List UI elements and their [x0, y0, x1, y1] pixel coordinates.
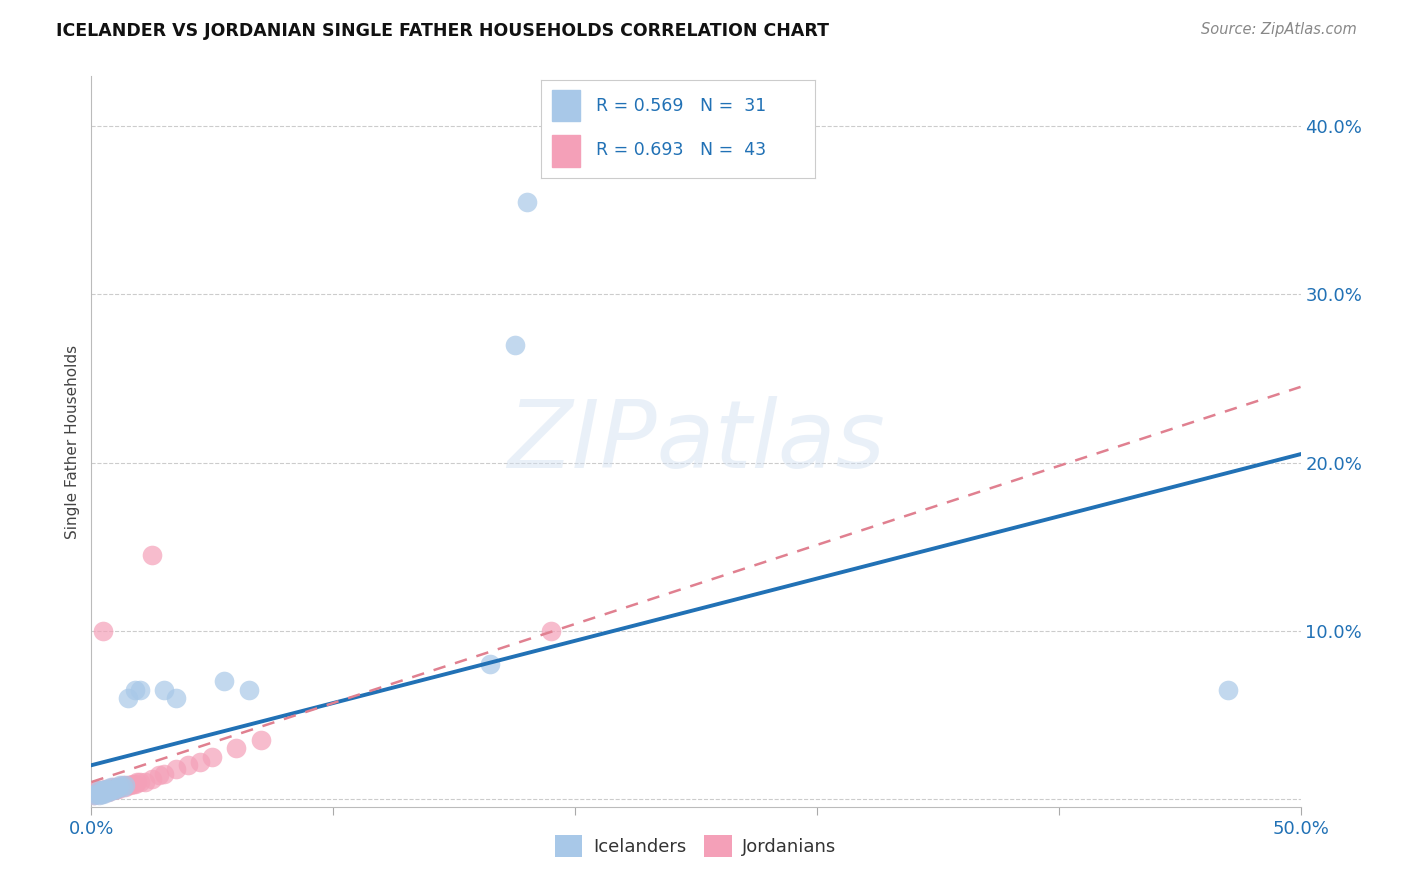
Point — [141, 772, 163, 786]
Point — [94, 785, 117, 799]
Point — [100, 781, 122, 796]
Point — [165, 690, 187, 705]
Point — [128, 682, 150, 697]
Point — [94, 785, 117, 799]
Text: ZIPatlas: ZIPatlas — [508, 396, 884, 487]
Point — [104, 780, 127, 794]
Text: R = 0.569   N =  31: R = 0.569 N = 31 — [596, 97, 766, 115]
Point — [83, 789, 105, 803]
Point — [117, 778, 139, 792]
Point — [93, 787, 115, 801]
Point — [110, 778, 132, 792]
Point — [114, 780, 136, 794]
Bar — [553, 90, 579, 121]
Point — [90, 783, 112, 797]
Point — [87, 789, 110, 803]
Point — [134, 775, 156, 789]
Point — [165, 762, 187, 776]
Point — [97, 785, 120, 799]
Point — [238, 682, 260, 697]
Point — [93, 783, 115, 797]
Point — [107, 781, 129, 796]
Point — [225, 741, 247, 756]
Point — [100, 783, 122, 797]
Point — [90, 787, 112, 801]
Point — [104, 781, 127, 796]
Point — [100, 783, 122, 797]
Point — [1216, 682, 1239, 697]
Point — [114, 778, 136, 792]
Point — [90, 785, 112, 799]
Point — [141, 548, 163, 562]
Point — [153, 766, 176, 780]
Point — [101, 783, 124, 797]
Text: Source: ZipAtlas.com: Source: ZipAtlas.com — [1201, 22, 1357, 37]
Point — [104, 781, 127, 796]
Point — [97, 785, 120, 799]
Point — [84, 787, 107, 801]
Point — [214, 674, 236, 689]
Point — [94, 781, 117, 796]
Point — [87, 785, 110, 799]
Point — [188, 755, 211, 769]
Bar — [553, 136, 579, 167]
Point — [121, 777, 143, 791]
Point — [110, 780, 132, 794]
Y-axis label: Single Father Households: Single Father Households — [65, 344, 80, 539]
Legend: Icelanders, Jordanians: Icelanders, Jordanians — [548, 828, 844, 864]
Point — [479, 657, 502, 672]
Point — [516, 194, 538, 209]
Point — [124, 777, 146, 791]
Point — [540, 624, 562, 638]
Point — [117, 690, 139, 705]
Point — [83, 789, 105, 803]
Point — [120, 778, 142, 792]
Point — [107, 780, 129, 794]
Point — [87, 783, 110, 797]
Point — [101, 780, 124, 794]
Point — [93, 783, 115, 797]
Point — [84, 787, 107, 801]
Point — [94, 781, 117, 796]
Point — [101, 783, 124, 797]
Point — [249, 733, 271, 747]
Point — [503, 338, 526, 352]
Point — [201, 749, 224, 764]
Point — [83, 785, 105, 799]
Point — [111, 778, 134, 792]
Point — [97, 781, 120, 796]
Point — [84, 783, 107, 797]
Point — [124, 682, 146, 697]
Point — [128, 775, 150, 789]
Point — [87, 787, 110, 801]
Point — [153, 682, 176, 697]
Text: R = 0.693   N =  43: R = 0.693 N = 43 — [596, 142, 766, 160]
Point — [148, 768, 170, 782]
Point — [90, 787, 112, 801]
Point — [111, 780, 134, 794]
Point — [177, 758, 200, 772]
Point — [93, 624, 115, 638]
Point — [93, 785, 115, 799]
Point — [100, 780, 122, 794]
Point — [97, 781, 120, 796]
Text: ICELANDER VS JORDANIAN SINGLE FATHER HOUSEHOLDS CORRELATION CHART: ICELANDER VS JORDANIAN SINGLE FATHER HOU… — [56, 22, 830, 40]
Point — [127, 775, 149, 789]
